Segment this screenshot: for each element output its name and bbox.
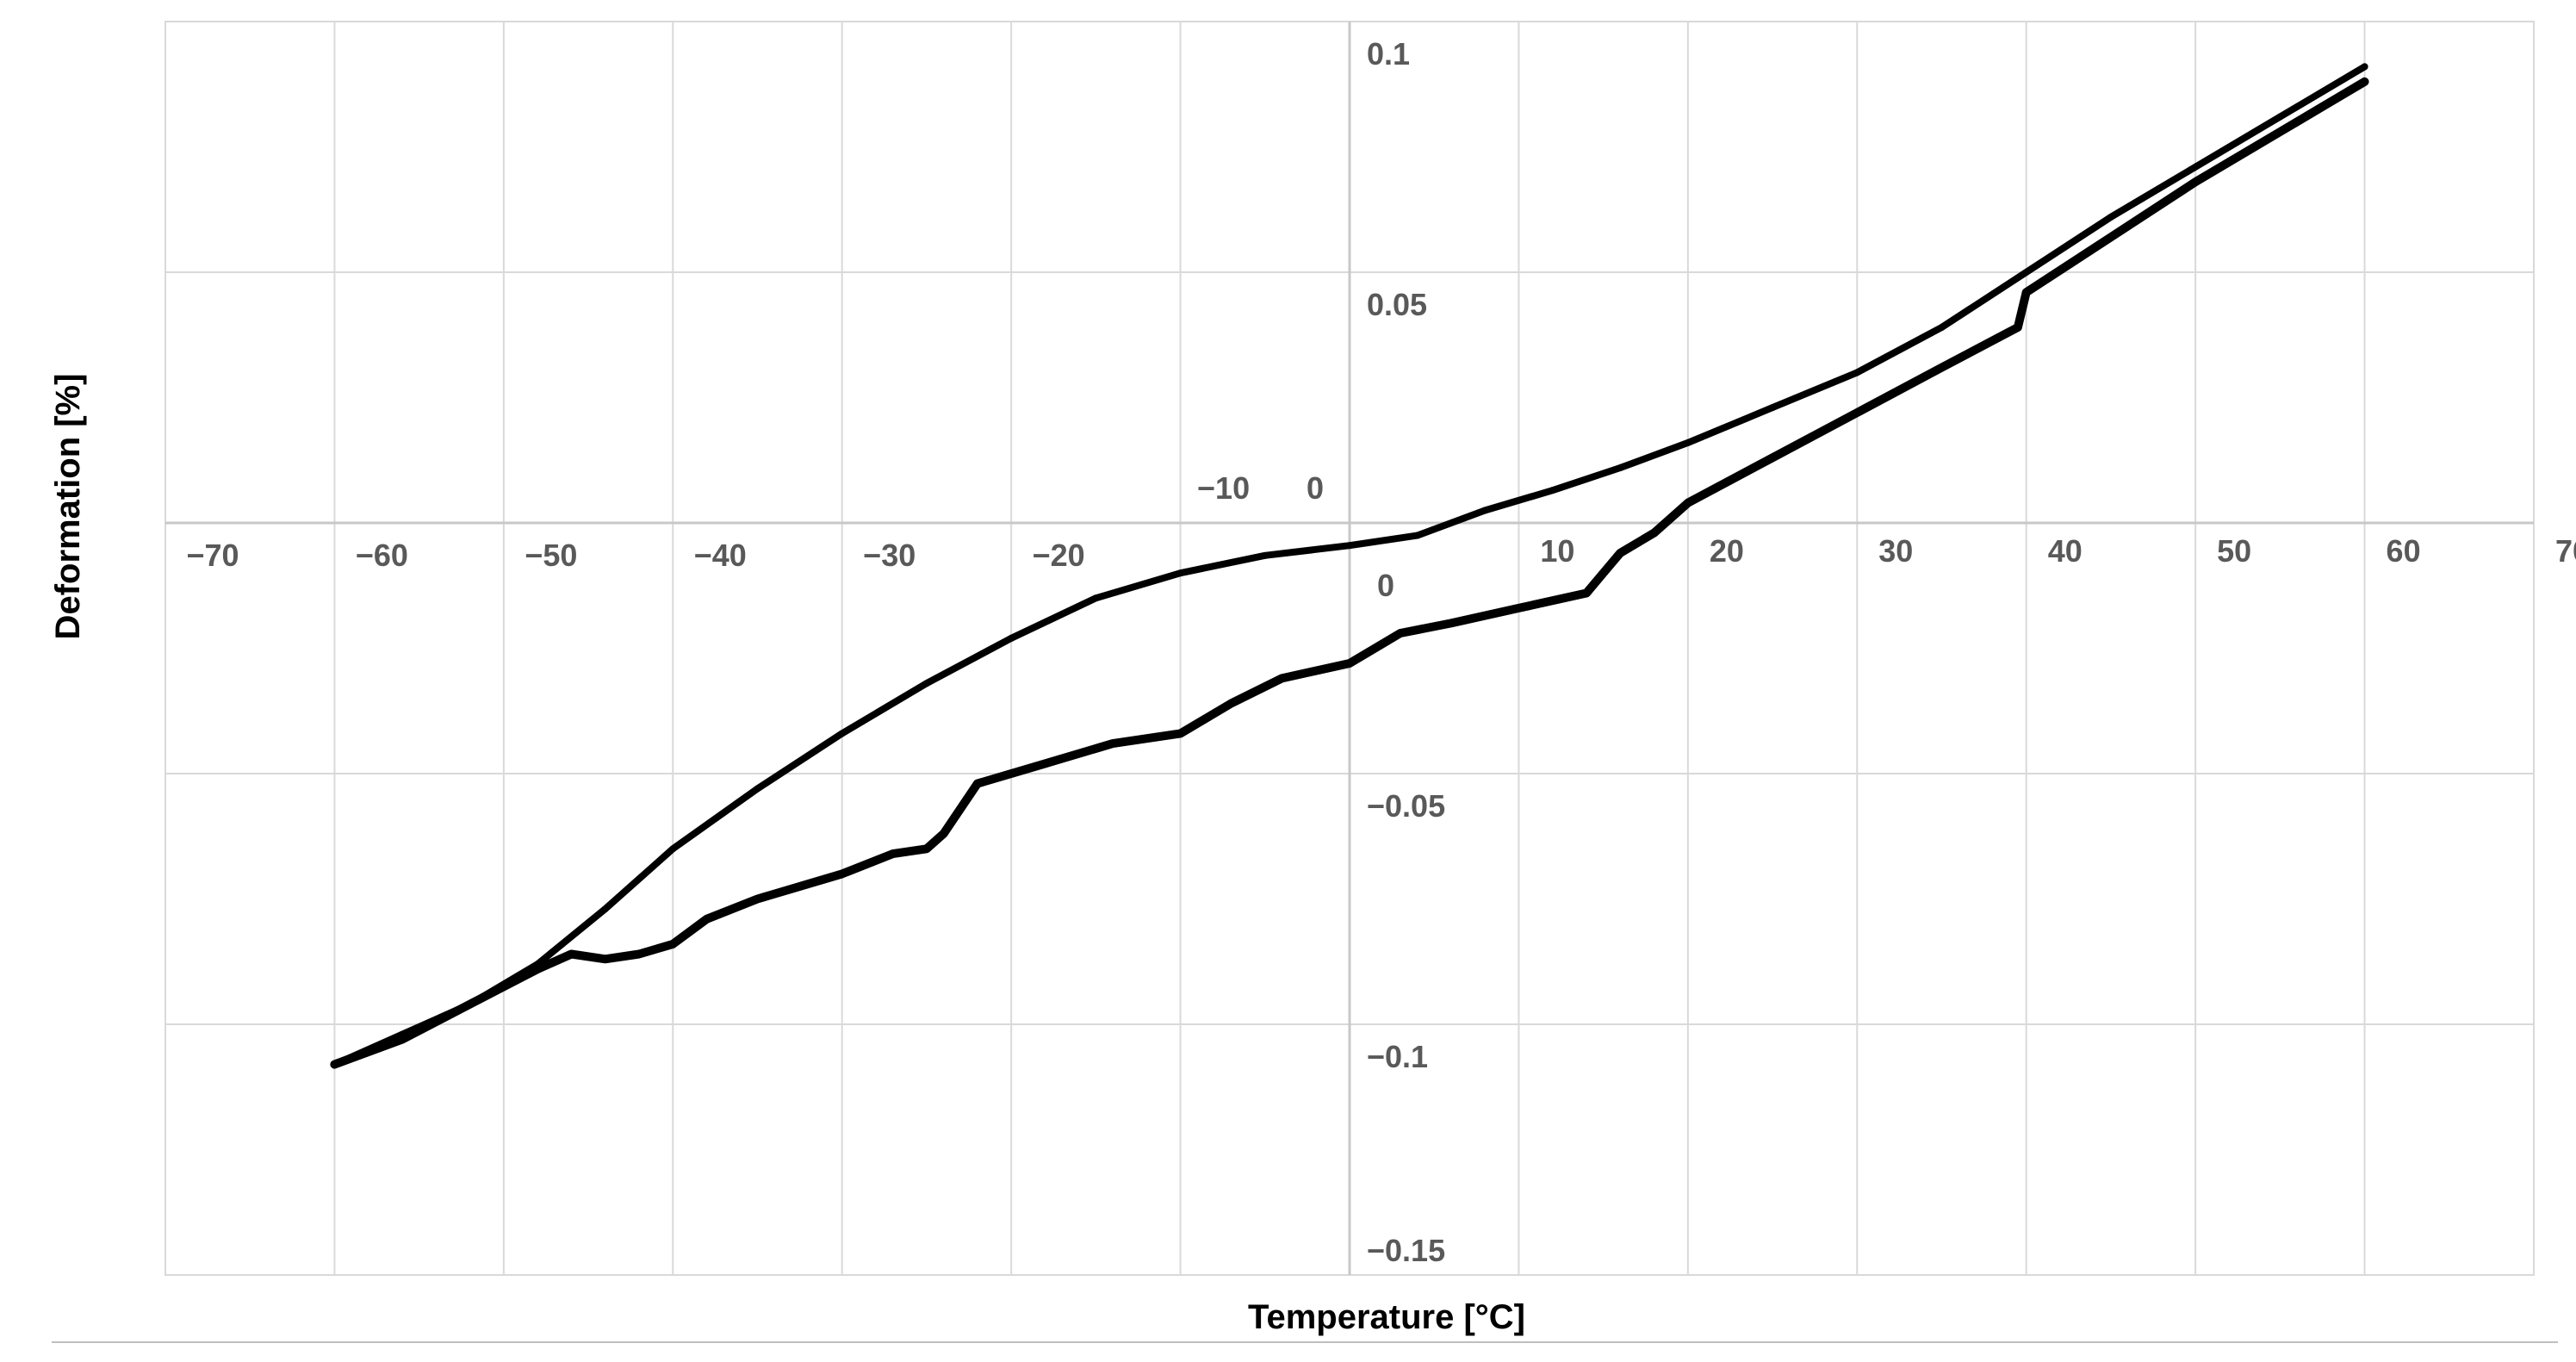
series-2-point <box>1041 760 1049 768</box>
series-2-point <box>1583 589 1590 597</box>
series-2-point <box>1938 364 1946 371</box>
x-tick-label: 10 <box>1540 533 1574 569</box>
series-2-point <box>754 895 761 903</box>
series-1-point <box>1413 532 1421 539</box>
vertical-gridlines <box>164 22 2535 1275</box>
series-1-point <box>2107 213 2114 221</box>
x-tick-label: 50 <box>2217 533 2251 569</box>
y-axis-title: Deformation [%] <box>49 374 87 640</box>
series-line-2 <box>330 77 2369 1069</box>
series-2-point <box>669 940 677 948</box>
series-1-point <box>1853 369 1861 376</box>
x-tick-label: −30 <box>863 538 916 573</box>
series-2-point <box>636 950 642 958</box>
series-2-point <box>2276 128 2284 136</box>
origin-label: 0 <box>1377 568 1394 603</box>
series-2-point <box>466 1000 474 1008</box>
y-tick-label: 0 <box>1307 470 1324 506</box>
series-1-point <box>1008 634 1015 642</box>
series-2-point <box>568 950 575 958</box>
x-tick-label: −20 <box>1033 538 1085 573</box>
series-1-point <box>1092 594 1100 602</box>
series-1-point <box>2361 63 2368 71</box>
y-tick-label: −0.05 <box>1367 788 1445 824</box>
series-2-point <box>1617 549 1624 557</box>
x-tick-label: 30 <box>1878 533 1913 569</box>
series-1-point <box>601 905 609 913</box>
y-tick-labels: 0.1 0.05 0 −0.05 −0.1 −0.15 <box>1307 36 1445 1268</box>
series-2-point <box>2192 178 2200 186</box>
series-2-point <box>1447 619 1455 627</box>
x-tick-label: −40 <box>694 538 747 573</box>
series-1-point <box>1769 404 1777 412</box>
series-2-point <box>1650 529 1658 537</box>
series-2-point <box>1346 659 1353 667</box>
series-1-point <box>754 785 761 793</box>
series-1-point <box>2276 113 2284 121</box>
series-2-point <box>1853 408 1861 416</box>
series-1-point <box>1617 463 1624 471</box>
series-2-point <box>703 915 711 923</box>
series-2-point <box>973 780 981 787</box>
series-2-point <box>534 965 542 973</box>
y-tick-label: 0.05 <box>1367 287 1427 322</box>
series-2-point <box>2014 324 2021 332</box>
y-tick-label: 0.1 <box>1367 36 1410 72</box>
series-2-point <box>889 850 897 858</box>
series-1-point <box>1261 551 1269 559</box>
series-2-point <box>1396 630 1404 637</box>
series-1-point <box>1481 507 1489 514</box>
series-2-point <box>601 955 609 963</box>
series-layer <box>330 63 2369 1069</box>
series-2-point <box>1278 675 1286 682</box>
series-2-point <box>399 1035 406 1043</box>
series-2-point <box>1684 499 1691 507</box>
x-tick-label: −70 <box>186 538 239 573</box>
series-2-point <box>1176 730 1184 737</box>
x-tick-label: 60 <box>2387 533 2421 569</box>
series-1-point <box>2022 269 2030 276</box>
series-1-point <box>1938 324 1946 332</box>
x-tick-label: 40 <box>2048 533 2083 569</box>
x-tick-label: 70 <box>2555 533 2576 569</box>
x-tick-labels: −70 −60 −50 −40 −30 −20 −10 10 20 30 40 50 60 70 <box>186 470 2576 573</box>
series-2-point <box>331 1060 338 1068</box>
series-1-point <box>922 680 930 687</box>
series-2-point <box>838 870 846 878</box>
series-2-point <box>2361 78 2368 85</box>
series-1-point <box>1549 487 1556 494</box>
x-axis-title: Temperature [°C] <box>1248 1298 1525 1336</box>
series-2-point <box>1109 740 1116 748</box>
y-tick-label: −0.1 <box>1367 1039 1428 1074</box>
series-2-point <box>2107 233 2114 241</box>
series-2-point <box>1769 454 1777 462</box>
series-1-point <box>1684 438 1691 446</box>
x-tick-label: −10 <box>1197 470 1250 506</box>
y-tick-label: −0.15 <box>1367 1233 1445 1268</box>
series-1-point <box>1346 542 1353 550</box>
x-tick-label: −60 <box>356 538 408 573</box>
x-tick-label: 20 <box>1710 533 1744 569</box>
series-2-point <box>1515 604 1523 612</box>
series-1-point <box>669 845 677 853</box>
series-2-point <box>1599 569 1607 577</box>
series-2-point <box>2022 289 2030 296</box>
series-1-point <box>838 730 846 737</box>
series-2-point <box>940 830 947 837</box>
x-tick-label: −50 <box>525 538 577 573</box>
series-2-point <box>922 845 930 853</box>
axes <box>165 22 2534 1275</box>
series-2-point <box>1227 700 1235 707</box>
series-1-point <box>2192 163 2200 171</box>
series-1-point <box>1176 569 1184 577</box>
